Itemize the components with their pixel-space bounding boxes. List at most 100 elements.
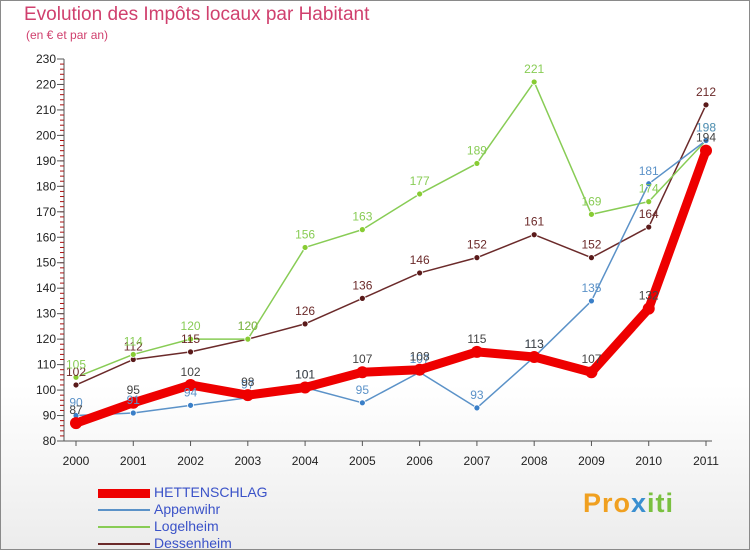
data-label: 107: [352, 352, 372, 366]
y-tick-label: 160: [36, 230, 56, 244]
series-line-appenwihr: [75, 139, 707, 417]
series-line-logelheim: [75, 81, 707, 379]
x-tick-label: 2006: [406, 454, 433, 468]
data-point: [588, 210, 595, 218]
x-tick-label: 2008: [521, 454, 548, 468]
data-point: [358, 294, 366, 302]
data-point: [127, 396, 140, 409]
data-label: 94: [184, 385, 198, 399]
data-point: [702, 101, 710, 109]
y-tick-label: 150: [36, 256, 56, 270]
data-label: 164: [639, 207, 659, 221]
data-label: 174: [639, 182, 659, 196]
data-label: 120: [181, 319, 201, 333]
data-point: [645, 198, 653, 206]
x-tick-label: 2002: [177, 454, 204, 468]
data-label: 102: [181, 365, 201, 379]
legend-label: Logelheim: [154, 518, 219, 534]
data-point: [642, 302, 655, 315]
data-point: [241, 389, 254, 402]
data-point: [530, 78, 538, 86]
data-label: 189: [467, 143, 487, 157]
x-tick-label: 2004: [292, 454, 319, 468]
y-tick-label: 120: [36, 332, 56, 346]
data-label: 101: [295, 368, 315, 382]
y-tick-label: 130: [36, 307, 56, 321]
data-label: 198: [696, 120, 716, 134]
data-label: 95: [127, 383, 141, 397]
data-point: [358, 226, 366, 234]
data-label: 212: [696, 85, 716, 99]
data-label: 221: [524, 62, 544, 76]
legend-swatch: [98, 488, 150, 498]
y-tick-label: 80: [43, 434, 57, 448]
y-tick-label: 210: [36, 103, 56, 117]
y-tick-label: 180: [36, 179, 56, 193]
legend-label: Dessenheim: [154, 535, 232, 551]
data-label: 107: [410, 352, 430, 366]
data-point: [129, 409, 137, 417]
x-tick-label: 2000: [63, 454, 90, 468]
data-point: [72, 381, 80, 389]
data-point: [645, 180, 653, 188]
y-tick-label: 110: [37, 358, 56, 372]
data-point: [473, 404, 481, 412]
data-point: [299, 381, 312, 394]
series-line-hettenschlag: [71, 146, 711, 428]
data-point: [585, 366, 598, 379]
data-label: 90: [69, 396, 83, 410]
data-point: [184, 378, 197, 391]
chart-title: Evolution des Impôts locaux par Habitant: [24, 4, 370, 25]
x-tick-label: 2007: [464, 454, 491, 468]
data-label: 114: [124, 334, 143, 348]
data-point: [129, 351, 137, 358]
data-label: 120: [238, 319, 258, 333]
data-point: [588, 254, 595, 262]
data-point: [473, 254, 481, 262]
y-tick-label: 220: [36, 77, 56, 91]
legend-swatch: [98, 543, 150, 545]
data-label: 91: [127, 393, 141, 407]
data-point: [244, 335, 252, 343]
data-point: [473, 160, 481, 167]
data-point: [416, 269, 424, 277]
y-tick-label: 170: [36, 205, 56, 219]
y-tick-label: 100: [36, 383, 56, 397]
data-point: [301, 244, 309, 251]
data-label: 87: [69, 403, 83, 417]
x-tick-label: 2003: [234, 454, 261, 468]
data-label: 169: [581, 194, 601, 208]
data-label: 132: [639, 289, 659, 303]
line-chart: 8090100110120130140150160170180190200210…: [36, 52, 719, 468]
data-point: [416, 190, 424, 198]
data-label: 102: [66, 365, 86, 379]
y-tick-label: 200: [36, 128, 56, 142]
data-label: 112: [124, 340, 143, 354]
data-label: 181: [639, 164, 659, 178]
data-label: 108: [410, 350, 430, 364]
data-point: [70, 417, 82, 430]
chart-subtitle: (en € et par an): [26, 28, 109, 42]
logo-part: Pro: [583, 488, 632, 518]
logo-part: iti: [647, 488, 675, 518]
data-label: 97: [241, 378, 255, 392]
x-tick-label: 2001: [120, 454, 147, 468]
legend-label: HETTENSCHLAG: [154, 484, 268, 500]
data-label: 135: [581, 281, 601, 295]
proxiti-logo: Proxiti: [583, 488, 674, 519]
y-tick-label: 230: [36, 52, 56, 66]
legend-label: Appenwihr: [154, 501, 221, 517]
data-point: [187, 401, 194, 409]
x-tick-label: 2011: [693, 454, 719, 468]
data-label: 161: [524, 215, 544, 229]
y-tick-label: 90: [43, 409, 57, 423]
data-point: [72, 373, 80, 381]
legend-swatch: [98, 526, 150, 528]
data-label: 107: [581, 352, 601, 366]
data-point: [645, 223, 653, 231]
data-label: 126: [295, 304, 315, 318]
data-point: [187, 348, 194, 356]
data-label: 136: [352, 278, 372, 292]
data-label: 156: [295, 227, 315, 241]
x-tick-label: 2009: [578, 454, 605, 468]
